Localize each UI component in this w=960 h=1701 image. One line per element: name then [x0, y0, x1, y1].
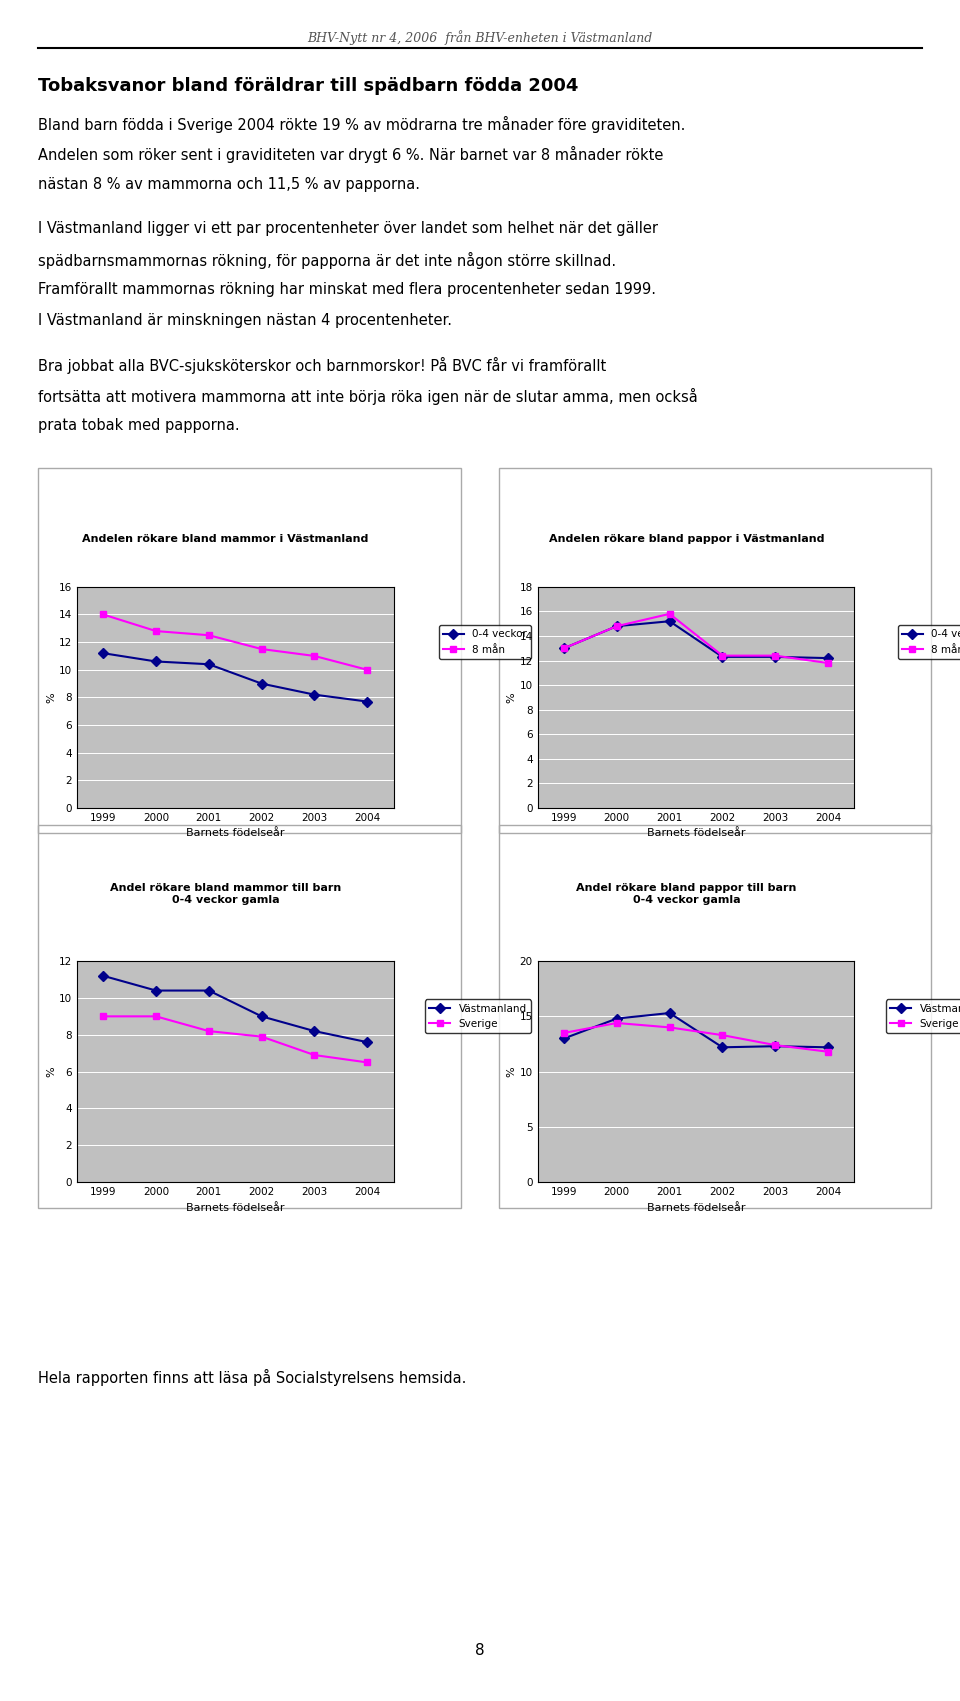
Legend: Västmanland, Sverige: Västmanland, Sverige	[886, 1000, 960, 1033]
Västmanland	[559, 1027, 570, 1048]
Legend: Västmanland, Sverige: Västmanland, Sverige	[425, 1000, 531, 1033]
0-4 veckor	[97, 643, 108, 663]
Sverige	[361, 1053, 372, 1073]
8 månader	[770, 645, 781, 665]
8 mån	[203, 624, 214, 645]
0-4 veckor	[559, 638, 570, 658]
Y-axis label: %: %	[507, 692, 516, 703]
X-axis label: Barnets födelseår: Barnets födelseår	[647, 1203, 745, 1213]
8 mån	[97, 604, 108, 624]
0-4 veckor	[255, 674, 267, 694]
Sverige	[559, 1022, 570, 1043]
Västmanland	[823, 1038, 834, 1058]
Västmanland	[150, 980, 161, 1000]
Sverige	[150, 1007, 161, 1027]
Text: Bra jobbat alla BVC-sjuksköterskor och barnmorskor! På BVC får vi framförallt: Bra jobbat alla BVC-sjuksköterskor och b…	[38, 357, 607, 374]
8 månader	[717, 645, 729, 665]
8 månader	[559, 638, 570, 658]
Text: Framförallt mammornas rökning har minskat med flera procentenheter sedan 1999.: Framförallt mammornas rökning har minska…	[38, 282, 657, 298]
8 mån	[255, 640, 267, 660]
8 mån	[361, 660, 372, 680]
X-axis label: Barnets födelseår: Barnets födelseår	[186, 1203, 284, 1213]
Text: 8: 8	[475, 1643, 485, 1658]
Text: Tobaksvanor bland föräldrar till spädbarn födda 2004: Tobaksvanor bland föräldrar till spädbar…	[38, 77, 579, 95]
Y-axis label: %: %	[46, 692, 56, 703]
Text: I Västmanland är minskningen nästan 4 procentenheter.: I Västmanland är minskningen nästan 4 pr…	[38, 313, 452, 328]
0-4 veckor	[361, 691, 372, 711]
8 månader	[664, 604, 676, 624]
Sverige	[97, 1007, 108, 1027]
0-4 veckor	[308, 684, 320, 704]
8 månader	[823, 653, 834, 674]
Sverige	[823, 1041, 834, 1061]
8 månader	[612, 616, 623, 636]
0-4 veckor	[823, 648, 834, 668]
Sverige	[203, 1021, 214, 1041]
Sverige	[717, 1026, 729, 1046]
Legend: 0-4 veckor, 8 mån: 0-4 veckor, 8 mån	[439, 626, 531, 658]
Text: spädbarnsmammornas rökning, för papporna är det inte någon större skillnad.: spädbarnsmammornas rökning, för papporna…	[38, 252, 616, 269]
Västmanland	[308, 1021, 320, 1041]
Text: Andelen rökare bland mammor i Västmanland: Andelen rökare bland mammor i Västmanlan…	[83, 534, 369, 544]
Text: Andel rökare bland pappor till barn
0-4 veckor gamla: Andel rökare bland pappor till barn 0-4 …	[576, 883, 797, 905]
Y-axis label: %: %	[507, 1067, 516, 1077]
Västmanland	[203, 980, 214, 1000]
0-4 veckor	[612, 616, 623, 636]
0-4 veckor	[203, 655, 214, 675]
Text: prata tobak med papporna.: prata tobak med papporna.	[38, 418, 240, 434]
Line: 8 mån: 8 mån	[100, 611, 371, 674]
Text: BHV-Nytt nr 4, 2006  från BHV-enheten i Västmanland: BHV-Nytt nr 4, 2006 från BHV-enheten i V…	[307, 31, 653, 46]
X-axis label: Barnets födelseår: Barnets födelseår	[647, 828, 745, 839]
Sverige	[308, 1044, 320, 1065]
Sverige	[664, 1017, 676, 1038]
8 mån	[308, 646, 320, 667]
Text: Andelen som röker sent i graviditeten var drygt 6 %. När barnet var 8 månader rö: Andelen som röker sent i graviditeten va…	[38, 146, 663, 163]
Text: nästan 8 % av mammorna och 11,5 % av papporna.: nästan 8 % av mammorna och 11,5 % av pap…	[38, 177, 420, 192]
Line: Sverige: Sverige	[100, 1012, 371, 1067]
Line: Västmanland: Västmanland	[561, 1010, 831, 1051]
Sverige	[770, 1034, 781, 1055]
Sverige	[255, 1026, 267, 1046]
Line: 8 månader: 8 månader	[561, 611, 831, 667]
Text: Andelen rökare bland pappor i Västmanland: Andelen rökare bland pappor i Västmanlan…	[549, 534, 824, 544]
Västmanland	[361, 1033, 372, 1053]
Text: I Västmanland ligger vi ett par procentenheter över landet som helhet när det gä: I Västmanland ligger vi ett par procente…	[38, 221, 659, 236]
Line: Sverige: Sverige	[561, 1019, 831, 1055]
Västmanland	[255, 1007, 267, 1027]
Text: Andel rökare bland mammor till barn
0-4 veckor gamla: Andel rökare bland mammor till barn 0-4 …	[110, 883, 341, 905]
Text: fortsätta att motivera mammorna att inte börja röka igen när de slutar amma, men: fortsätta att motivera mammorna att inte…	[38, 388, 698, 405]
Legend: 0-4 veckor, 8 månader: 0-4 veckor, 8 månader	[898, 626, 960, 658]
Västmanland	[664, 1004, 676, 1024]
Line: Västmanland: Västmanland	[100, 973, 371, 1046]
8 mån	[150, 621, 161, 641]
Y-axis label: %: %	[46, 1067, 56, 1077]
Västmanland	[770, 1036, 781, 1056]
X-axis label: Barnets födelseår: Barnets födelseår	[186, 828, 284, 839]
Västmanland	[717, 1038, 729, 1058]
Text: Bland barn födda i Sverige 2004 rökte 19 % av mödrarna tre månader före gravidit: Bland barn födda i Sverige 2004 rökte 19…	[38, 116, 685, 133]
Line: 0-4 veckor: 0-4 veckor	[561, 617, 831, 662]
Västmanland	[97, 966, 108, 987]
0-4 veckor	[664, 611, 676, 631]
Text: Hela rapporten finns att läsa på Socialstyrelsens hemsida.: Hela rapporten finns att läsa på Socials…	[38, 1369, 467, 1386]
Sverige	[612, 1012, 623, 1033]
0-4 veckor	[717, 646, 729, 667]
Västmanland	[612, 1009, 623, 1029]
0-4 veckor	[150, 651, 161, 672]
Line: 0-4 veckor: 0-4 veckor	[100, 650, 371, 704]
0-4 veckor	[770, 646, 781, 667]
